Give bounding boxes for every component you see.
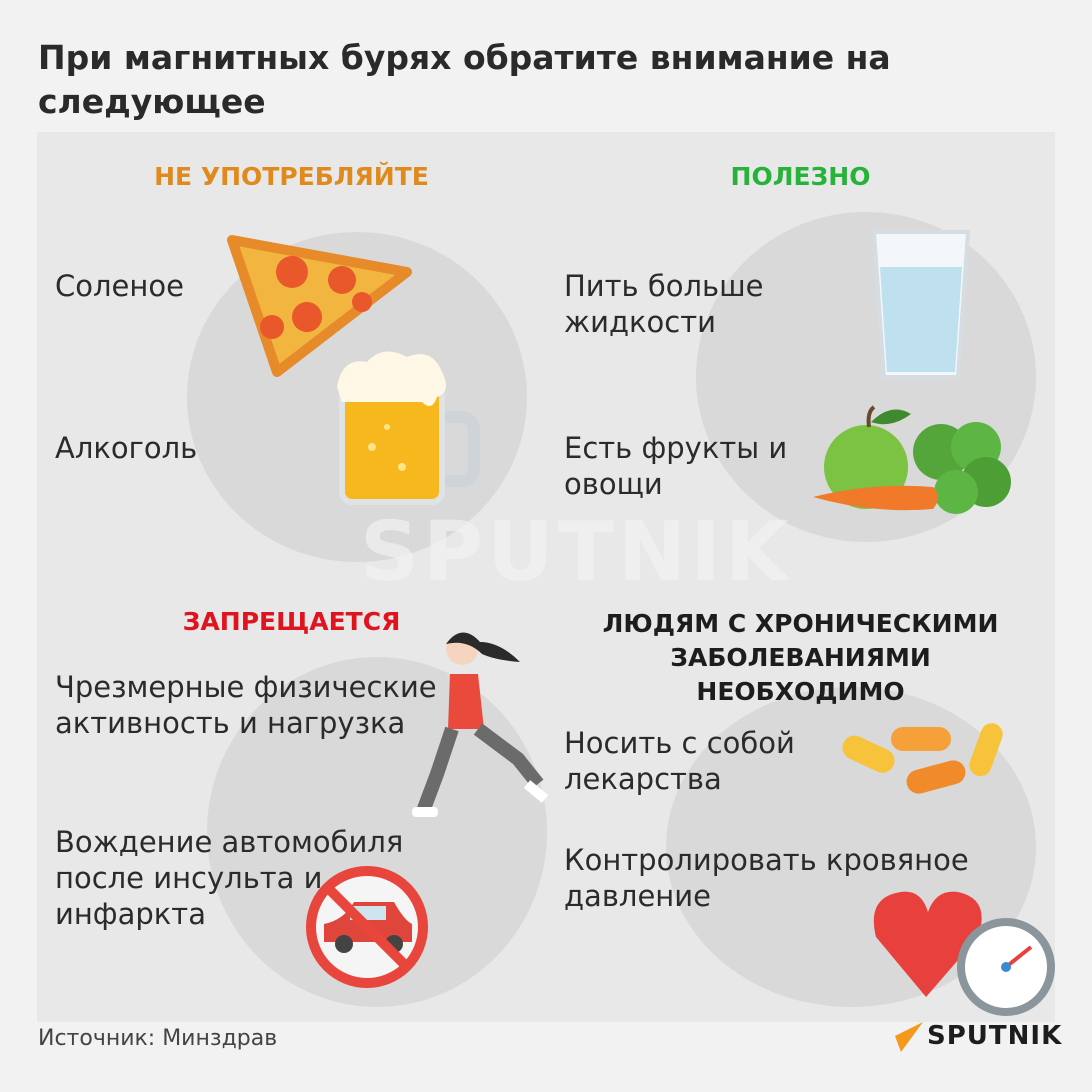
item-drink-more: Пить больше жидкости (564, 269, 764, 339)
sputnik-logo: SPUTNIK (893, 1020, 1062, 1052)
logo-text: SPUTNIK (927, 1021, 1063, 1051)
item-driving: Вождение автомобиля после инсульта и инф… (55, 825, 404, 931)
fruits-vegetables-icon (813, 405, 1011, 514)
no-car-icon (306, 866, 428, 988)
pizza-icon (227, 235, 412, 377)
logo-mark-icon (895, 1022, 923, 1052)
quadrant-useful: ПОЛЕЗНО Пить больше жидкости Есть фрукты… (546, 132, 1055, 577)
quadrant-do-not-consume: НЕ УПОТРЕБЛЯЙТЕ Соленое Алкоголь (37, 132, 546, 577)
item-salty: Соленое (55, 269, 184, 303)
pills-icon (842, 723, 1003, 794)
heart-pressure-icon (873, 891, 1055, 1016)
quadrant-heading: ПОЛЕЗНО (730, 162, 871, 191)
beer-icon (337, 351, 480, 505)
item-control-pressure: Контролировать кровяное давление (564, 843, 969, 913)
quadrant-heading: НЕ УПОТРЕБЛЯЙТЕ (154, 162, 429, 191)
watermark: SPUTNIK (360, 505, 793, 600)
item-alcohol: Алкоголь (55, 431, 198, 465)
quadrant-prohibited: ЗАПРЕЩАЕТСЯ Чрезмерные физические активн… (37, 577, 549, 1022)
page-title: При магнитных бурях обратите внимание на… (38, 38, 891, 121)
item-fruits-vegetables: Есть фрукты и овощи (564, 431, 788, 501)
quadrant-chronic: ЛЮДЯМ С ХРОНИЧЕСКИМИ ЗАБОЛЕВАНИЯМИ НЕОБХ… (546, 577, 1055, 1022)
water-glass-icon (871, 230, 971, 379)
quadrant-heading: ЛЮДЯМ С ХРОНИЧЕСКИМИ ЗАБОЛЕВАНИЯМИ НЕОБХ… (602, 609, 999, 706)
content-panel: НЕ УПОТРЕБЛЯЙТЕ Соленое Алкоголь ПОЛЕЗНО… (37, 132, 1055, 1022)
item-carry-medicine: Носить с собой лекарства (564, 726, 795, 796)
source-text: Источник: Минздрав (38, 1026, 278, 1051)
item-physical-activity: Чрезмерные физические активность и нагру… (55, 670, 437, 740)
running-woman-icon (412, 632, 549, 817)
quadrant-heading: ЗАПРЕЩАЕТСЯ (182, 607, 401, 636)
